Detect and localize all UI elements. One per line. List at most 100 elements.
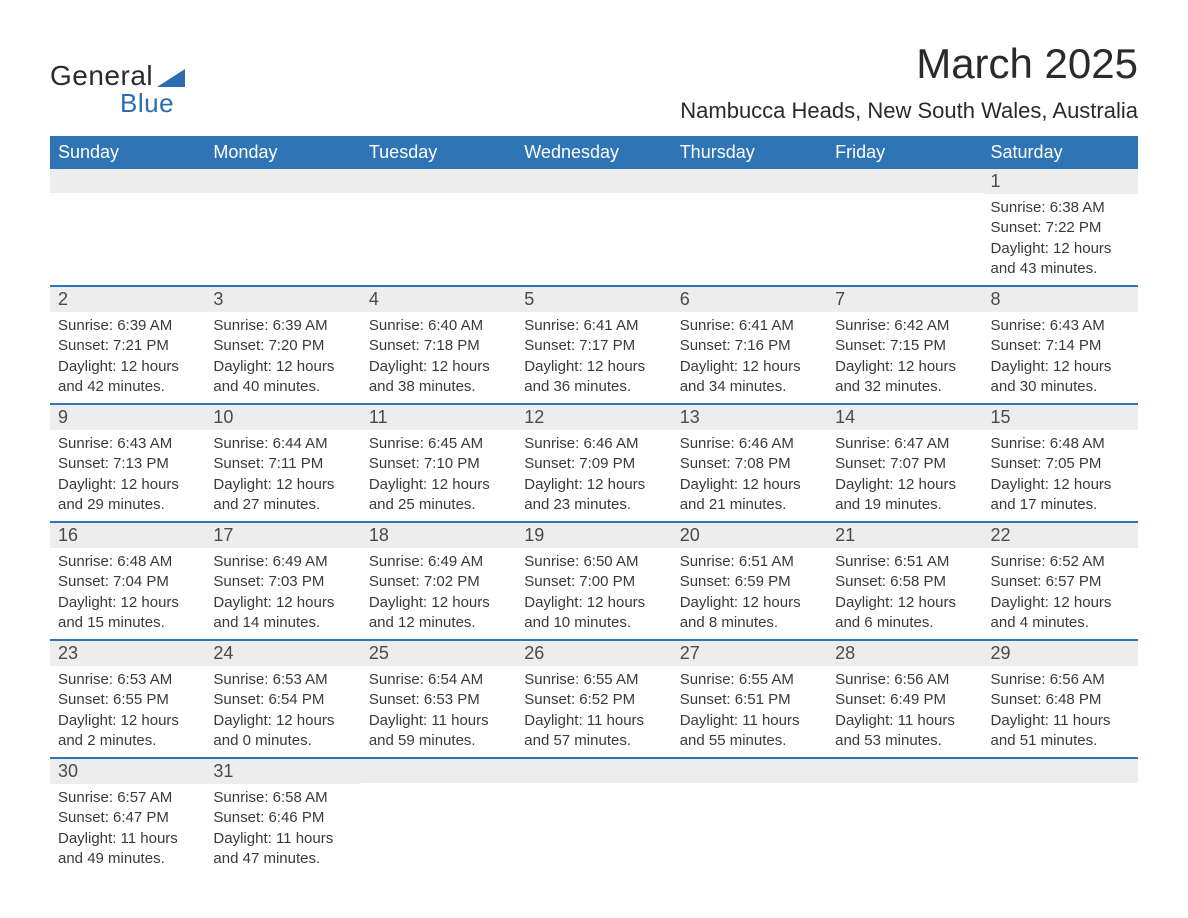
sunset-text: Sunset: 6:55 PM	[58, 690, 197, 710]
logo-word-blue: Blue	[120, 88, 185, 119]
sunset-text: Sunset: 7:18 PM	[369, 336, 508, 356]
sunrise-text: Sunrise: 6:46 AM	[680, 434, 819, 454]
sunset-text: Sunset: 6:52 PM	[524, 690, 663, 710]
daylight-text: Daylight: 11 hours and 59 minutes.	[369, 711, 508, 752]
day-cell	[672, 169, 827, 285]
page-title: March 2025	[680, 40, 1138, 88]
sunrise-text: Sunrise: 6:55 AM	[680, 670, 819, 690]
daylight-text: Daylight: 12 hours and 36 minutes.	[524, 357, 663, 398]
sunrise-text: Sunrise: 6:48 AM	[58, 552, 197, 572]
day-details: Sunrise: 6:50 AMSunset: 7:00 PMDaylight:…	[516, 548, 671, 639]
day-number: 20	[672, 523, 827, 548]
day-cell: 2Sunrise: 6:39 AMSunset: 7:21 PMDaylight…	[50, 287, 205, 403]
sunset-text: Sunset: 7:08 PM	[680, 454, 819, 474]
sunset-text: Sunset: 7:09 PM	[524, 454, 663, 474]
day-cell: 16Sunrise: 6:48 AMSunset: 7:04 PMDayligh…	[50, 523, 205, 639]
day-cell: 29Sunrise: 6:56 AMSunset: 6:48 PMDayligh…	[983, 641, 1138, 757]
sunrise-text: Sunrise: 6:56 AM	[835, 670, 974, 690]
day-details: Sunrise: 6:48 AMSunset: 7:04 PMDaylight:…	[50, 548, 205, 639]
sunrise-text: Sunrise: 6:39 AM	[213, 316, 352, 336]
day-cell: 3Sunrise: 6:39 AMSunset: 7:20 PMDaylight…	[205, 287, 360, 403]
sunrise-text: Sunrise: 6:44 AM	[213, 434, 352, 454]
day-number: 12	[516, 405, 671, 430]
sunrise-text: Sunrise: 6:53 AM	[58, 670, 197, 690]
week-row: 16Sunrise: 6:48 AMSunset: 7:04 PMDayligh…	[50, 521, 1138, 639]
day-details: Sunrise: 6:39 AMSunset: 7:21 PMDaylight:…	[50, 312, 205, 403]
day-details: Sunrise: 6:52 AMSunset: 6:57 PMDaylight:…	[983, 548, 1138, 639]
day-header-tue: Tuesday	[361, 136, 516, 169]
day-details: Sunrise: 6:45 AMSunset: 7:10 PMDaylight:…	[361, 430, 516, 521]
sunrise-text: Sunrise: 6:55 AM	[524, 670, 663, 690]
day-details: Sunrise: 6:53 AMSunset: 6:54 PMDaylight:…	[205, 666, 360, 757]
day-cell: 1Sunrise: 6:38 AMSunset: 7:22 PMDaylight…	[983, 169, 1138, 285]
sunset-text: Sunset: 6:46 PM	[213, 808, 352, 828]
daylight-text: Daylight: 12 hours and 42 minutes.	[58, 357, 197, 398]
sunrise-text: Sunrise: 6:52 AM	[991, 552, 1130, 572]
day-cell: 9Sunrise: 6:43 AMSunset: 7:13 PMDaylight…	[50, 405, 205, 521]
day-cell: 27Sunrise: 6:55 AMSunset: 6:51 PMDayligh…	[672, 641, 827, 757]
day-cell: 25Sunrise: 6:54 AMSunset: 6:53 PMDayligh…	[361, 641, 516, 757]
day-number	[516, 759, 671, 783]
day-number: 3	[205, 287, 360, 312]
daylight-text: Daylight: 11 hours and 49 minutes.	[58, 829, 197, 870]
day-number: 10	[205, 405, 360, 430]
sunrise-text: Sunrise: 6:45 AM	[369, 434, 508, 454]
sunrise-text: Sunrise: 6:43 AM	[991, 316, 1130, 336]
sunrise-text: Sunrise: 6:50 AM	[524, 552, 663, 572]
week-row: 9Sunrise: 6:43 AMSunset: 7:13 PMDaylight…	[50, 403, 1138, 521]
day-cell: 18Sunrise: 6:49 AMSunset: 7:02 PMDayligh…	[361, 523, 516, 639]
day-cell: 4Sunrise: 6:40 AMSunset: 7:18 PMDaylight…	[361, 287, 516, 403]
daylight-text: Daylight: 12 hours and 8 minutes.	[680, 593, 819, 634]
day-details: Sunrise: 6:39 AMSunset: 7:20 PMDaylight:…	[205, 312, 360, 403]
sunrise-text: Sunrise: 6:38 AM	[991, 198, 1130, 218]
daylight-text: Daylight: 11 hours and 53 minutes.	[835, 711, 974, 752]
daylight-text: Daylight: 11 hours and 47 minutes.	[213, 829, 352, 870]
location-subtitle: Nambucca Heads, New South Wales, Austral…	[680, 98, 1138, 124]
daylight-text: Daylight: 12 hours and 23 minutes.	[524, 475, 663, 516]
sunrise-text: Sunrise: 6:43 AM	[58, 434, 197, 454]
day-cell	[827, 169, 982, 285]
sunrise-text: Sunrise: 6:41 AM	[524, 316, 663, 336]
daylight-text: Daylight: 12 hours and 40 minutes.	[213, 357, 352, 398]
day-details: Sunrise: 6:44 AMSunset: 7:11 PMDaylight:…	[205, 430, 360, 521]
week-row: 1Sunrise: 6:38 AMSunset: 7:22 PMDaylight…	[50, 169, 1138, 285]
day-cell	[672, 759, 827, 875]
day-number: 24	[205, 641, 360, 666]
sunset-text: Sunset: 6:53 PM	[369, 690, 508, 710]
daylight-text: Daylight: 12 hours and 34 minutes.	[680, 357, 819, 398]
day-cell: 5Sunrise: 6:41 AMSunset: 7:17 PMDaylight…	[516, 287, 671, 403]
day-header-sun: Sunday	[50, 136, 205, 169]
day-cell: 26Sunrise: 6:55 AMSunset: 6:52 PMDayligh…	[516, 641, 671, 757]
day-details: Sunrise: 6:41 AMSunset: 7:16 PMDaylight:…	[672, 312, 827, 403]
daylight-text: Daylight: 12 hours and 29 minutes.	[58, 475, 197, 516]
day-details: Sunrise: 6:54 AMSunset: 6:53 PMDaylight:…	[361, 666, 516, 757]
sunset-text: Sunset: 7:22 PM	[991, 218, 1130, 238]
day-details: Sunrise: 6:46 AMSunset: 7:09 PMDaylight:…	[516, 430, 671, 521]
sunrise-text: Sunrise: 6:41 AM	[680, 316, 819, 336]
daylight-text: Daylight: 11 hours and 55 minutes.	[680, 711, 819, 752]
day-details: Sunrise: 6:42 AMSunset: 7:15 PMDaylight:…	[827, 312, 982, 403]
day-details: Sunrise: 6:40 AMSunset: 7:18 PMDaylight:…	[361, 312, 516, 403]
sunset-text: Sunset: 7:07 PM	[835, 454, 974, 474]
daylight-text: Daylight: 12 hours and 38 minutes.	[369, 357, 508, 398]
day-number: 6	[672, 287, 827, 312]
daylight-text: Daylight: 12 hours and 10 minutes.	[524, 593, 663, 634]
daylight-text: Daylight: 12 hours and 30 minutes.	[991, 357, 1130, 398]
day-cell	[983, 759, 1138, 875]
day-details: Sunrise: 6:53 AMSunset: 6:55 PMDaylight:…	[50, 666, 205, 757]
day-number: 1	[983, 169, 1138, 194]
daylight-text: Daylight: 11 hours and 57 minutes.	[524, 711, 663, 752]
day-number: 23	[50, 641, 205, 666]
sunrise-text: Sunrise: 6:51 AM	[680, 552, 819, 572]
daylight-text: Daylight: 12 hours and 19 minutes.	[835, 475, 974, 516]
sunset-text: Sunset: 6:47 PM	[58, 808, 197, 828]
day-number: 4	[361, 287, 516, 312]
sunrise-text: Sunrise: 6:47 AM	[835, 434, 974, 454]
day-details: Sunrise: 6:41 AMSunset: 7:17 PMDaylight:…	[516, 312, 671, 403]
day-header-thu: Thursday	[672, 136, 827, 169]
day-cell: 17Sunrise: 6:49 AMSunset: 7:03 PMDayligh…	[205, 523, 360, 639]
sunset-text: Sunset: 6:48 PM	[991, 690, 1130, 710]
week-row: 2Sunrise: 6:39 AMSunset: 7:21 PMDaylight…	[50, 285, 1138, 403]
daylight-text: Daylight: 12 hours and 21 minutes.	[680, 475, 819, 516]
sunrise-text: Sunrise: 6:56 AM	[991, 670, 1130, 690]
